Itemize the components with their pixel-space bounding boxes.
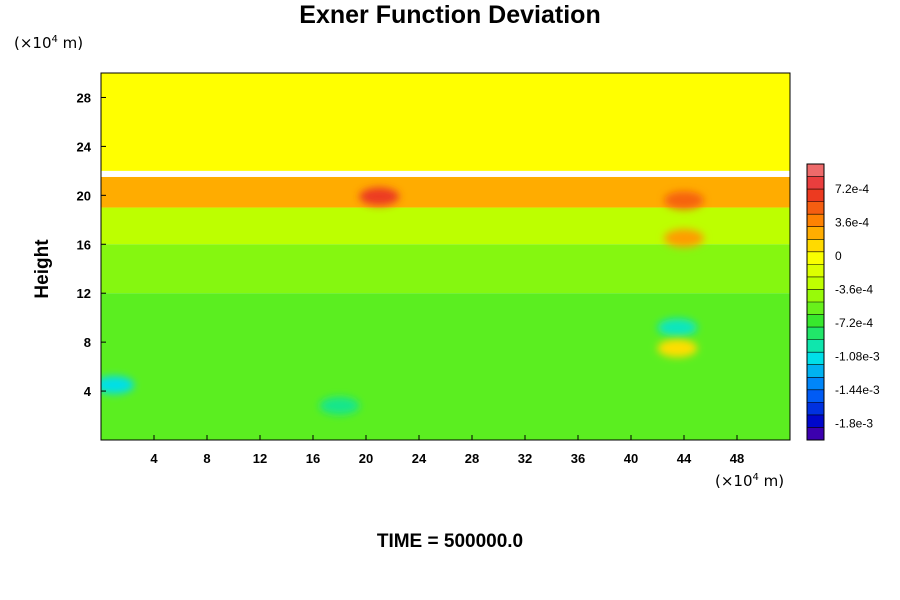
- colorbar-segment: [807, 339, 824, 353]
- x-tick-label: 4: [150, 451, 158, 466]
- x-tick-label: 32: [518, 451, 532, 466]
- colorbar-label: 7.2e-4: [835, 182, 869, 196]
- colorbar-segment: [807, 389, 824, 403]
- y-axis: 4 8 12 16 20 24 28: [77, 90, 106, 399]
- x-tick-label: 36: [571, 451, 585, 466]
- colorbar-label: -1.08e-3: [835, 349, 880, 363]
- colorbar-segment: [807, 427, 824, 441]
- colorbar-label: 3.6e-4: [835, 216, 869, 230]
- x-tick-label: 20: [359, 451, 373, 466]
- colorbar-segment: [807, 314, 824, 328]
- y-tick-label: 4: [84, 384, 92, 399]
- colorbar-label: -7.2e-4: [835, 316, 873, 330]
- plot-area: [101, 73, 790, 440]
- x-axis-unit: (×104 m): [715, 472, 785, 490]
- y-axis-unit: (×104 m): [14, 34, 84, 52]
- colorbar-label: 0: [835, 249, 842, 263]
- colorbar-segment: [807, 302, 824, 316]
- colorbar-segment: [807, 377, 824, 391]
- colorbar-segment: [807, 164, 824, 178]
- heatmap-feature: [657, 339, 698, 358]
- colorbar-segment: [807, 251, 824, 265]
- y-tick-label: 20: [77, 188, 91, 203]
- colorbar-segment: [807, 327, 824, 341]
- heatmap-band: [101, 73, 790, 171]
- colorbar-segment: [807, 201, 824, 215]
- colorbar-label: -3.6e-4: [835, 282, 873, 296]
- chart-title: Exner Function Deviation: [299, 1, 601, 29]
- colorbar-segment: [807, 364, 824, 378]
- colorbar-segment: [807, 189, 824, 203]
- colorbar-label: -1.8e-3: [835, 416, 873, 430]
- heatmap-feature: [359, 187, 400, 206]
- colorbar-segment: [807, 226, 824, 240]
- x-tick-label: 12: [253, 451, 267, 466]
- x-tick-label: 44: [677, 451, 692, 466]
- colorbar-segment: [807, 214, 824, 228]
- heatmap-feature: [664, 191, 704, 210]
- x-tick-label: 28: [465, 451, 479, 466]
- colorbar-segment: [807, 264, 824, 278]
- colorbar-segment: [807, 402, 824, 416]
- colorbar: 7.2e-4 3.6e-4 0 -3.6e-4 -7.2e-4 -1.08e-3 -1.44…: [806, 163, 880, 441]
- x-tick-label: 16: [306, 451, 320, 466]
- colorbar-segment: [807, 239, 824, 253]
- time-label: TIME = 500000.0: [376, 531, 524, 552]
- x-tick-label: 48: [730, 451, 744, 466]
- heatmap-band: [101, 244, 790, 294]
- heatmap-feature: [319, 396, 360, 415]
- y-tick-label: 16: [77, 237, 91, 252]
- x-axis: 4 8 12 16 20 24 28 32 36 40 44 48: [150, 435, 744, 466]
- heatmap-feature: [101, 375, 135, 394]
- heatmap-feature: [657, 318, 698, 337]
- y-tick-label: 8: [84, 335, 91, 350]
- colorbar-label: -1.44e-3: [835, 383, 880, 397]
- colorbar-segment: [807, 352, 824, 366]
- colorbar-segment: [807, 176, 824, 190]
- y-tick-label: 24: [77, 139, 92, 154]
- heatmap-band: [101, 293, 790, 440]
- x-tick-label: 40: [624, 451, 638, 466]
- colorbar-segment: [807, 289, 824, 303]
- heatmap-feature: [664, 229, 704, 248]
- y-tick-label: 12: [77, 286, 91, 301]
- colorbar-segment: [807, 414, 824, 428]
- colorbar-segment: [807, 276, 824, 290]
- x-tick-label: 8: [203, 451, 210, 466]
- x-tick-label: 24: [412, 451, 427, 466]
- y-tick-label: 28: [77, 90, 91, 105]
